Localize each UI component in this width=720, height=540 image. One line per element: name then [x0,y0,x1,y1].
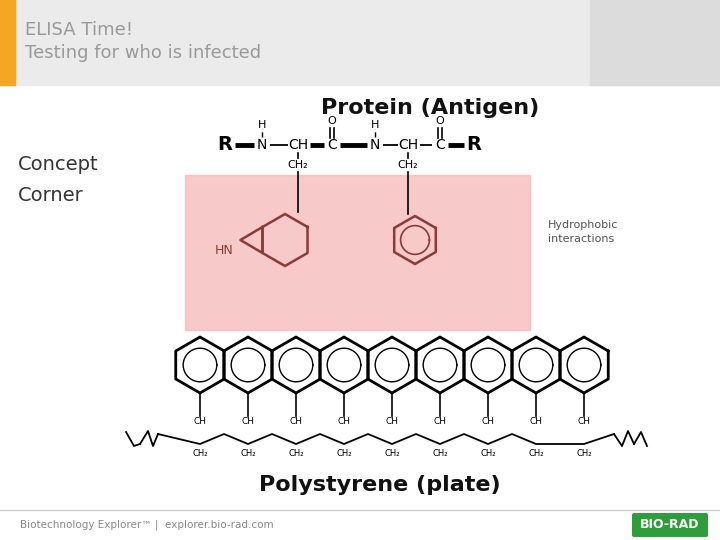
Text: CH: CH [433,417,446,427]
Text: H: H [258,120,266,130]
Text: CH: CH [338,417,351,427]
Text: CH₂: CH₂ [240,449,256,458]
Text: O: O [328,116,336,126]
Bar [590,0,720,85]
Text: CH₂: CH₂ [480,449,496,458]
FancyBboxPatch shape [632,513,708,537]
Text: Testing for who is infected: Testing for who is infected [25,44,261,62]
Text: C: C [327,138,337,152]
Text: HN: HN [215,244,234,256]
Text: CH: CH [577,417,590,427]
Bar [0,0,720,85]
Text: CH: CH [385,417,398,427]
Text: CH₂: CH₂ [432,449,448,458]
Text: N: N [257,138,267,152]
Text: Polystyrene (plate): Polystyrene (plate) [259,475,501,495]
Text: CH₂: CH₂ [528,449,544,458]
Text: CH₂: CH₂ [576,449,592,458]
Bar [0,0,15,85]
Text: CH₂: CH₂ [192,449,208,458]
Text: CH: CH [288,138,308,152]
Text: N: N [370,138,380,152]
Text: CH: CH [529,417,542,427]
Text: Concept
Corner: Concept Corner [18,155,99,205]
Text: CH: CH [241,417,254,427]
Text: CH₂: CH₂ [288,449,304,458]
Text: C: C [435,138,445,152]
Text: ELISA Time!: ELISA Time! [25,21,133,39]
Text: CH: CH [194,417,207,427]
Bar [185,175,530,330]
Text: CH₂: CH₂ [384,449,400,458]
Text: H: H [371,120,379,130]
Text: O: O [436,116,444,126]
Text: R: R [467,136,482,154]
Text: CH: CH [398,138,418,152]
Text: CH: CH [482,417,495,427]
Text: CH₂: CH₂ [336,449,352,458]
Text: Biotechnology Explorer™ |  explorer.bio-rad.com: Biotechnology Explorer™ | explorer.bio-r… [20,519,274,530]
Text: BIO-RAD: BIO-RAD [640,518,700,531]
Text: CH₂: CH₂ [397,160,418,170]
Text: CH: CH [289,417,302,427]
Text: R: R [217,136,233,154]
Text: CH₂: CH₂ [288,160,308,170]
Text: Hydrophobic
interactions: Hydrophobic interactions [548,220,618,245]
Text: Protein (Antigen): Protein (Antigen) [321,98,539,118]
